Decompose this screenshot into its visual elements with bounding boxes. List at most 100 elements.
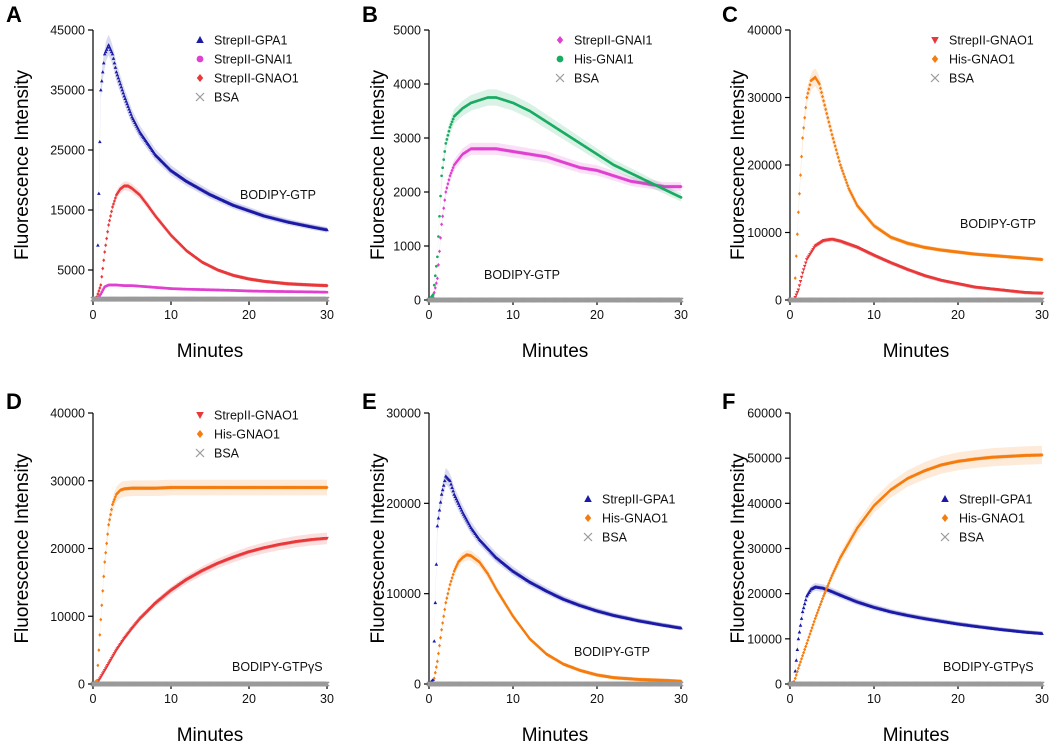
panel-f-letter: F <box>722 389 735 414</box>
panel-a-point <box>149 207 153 212</box>
panel-b-point <box>441 214 445 219</box>
panel-a-series-3 <box>90 296 330 302</box>
panel-d-point <box>111 500 115 504</box>
panel-c-x-tick-label: 10 <box>867 308 881 322</box>
panel-b-point <box>453 161 457 166</box>
panel-a-point <box>98 286 102 290</box>
panel-c-point <box>844 177 848 182</box>
panel-d-point <box>108 517 112 522</box>
panel-a-point <box>127 107 131 111</box>
panel-e-x-tick-label: 0 <box>426 692 433 706</box>
panel-c-point <box>795 232 799 237</box>
panel-d-legend-label: BSA <box>214 447 240 461</box>
panel-a-point <box>192 254 196 259</box>
panel-d-point <box>105 541 109 546</box>
panel-a-point <box>104 243 108 248</box>
panel-d-point <box>104 550 108 555</box>
panel-e-legend-label: StrepII-GPA1 <box>602 493 675 507</box>
panel-a-y-tick-label: 25000 <box>50 144 85 158</box>
panel-f-point <box>793 676 797 681</box>
panel-b-point <box>443 198 447 202</box>
panel-a-point <box>130 186 134 191</box>
panel-e-point <box>436 651 440 656</box>
panel-f-y-tick-label: 50000 <box>747 452 782 466</box>
panel-c-point <box>839 166 843 170</box>
panel-d-point <box>99 617 103 622</box>
panel-d-legend-marker <box>195 448 205 458</box>
panel-c-point <box>843 174 847 179</box>
panel-e-point <box>434 665 438 669</box>
panel-c-y-label: Fluorescence Intensity <box>728 69 749 260</box>
panel-d-y-tick-label: 40000 <box>50 407 85 421</box>
panel-b-point <box>434 281 438 286</box>
panel-a-point <box>96 243 100 247</box>
panel-a-legend: StrepII-GPA1StrepII-GNAI1StrepII-GNAO1BS… <box>195 34 299 105</box>
panel-a-point <box>112 199 116 203</box>
panel-e-point <box>432 639 437 643</box>
panel-b-point <box>464 150 468 155</box>
panel-c-point <box>837 159 841 164</box>
panel-d-point <box>103 560 107 564</box>
panel-d-y-tick-label: 20000 <box>50 542 85 556</box>
panel-f-y-tick-label: 10000 <box>747 632 782 646</box>
panel-f-point <box>797 630 802 634</box>
panel-b-point <box>438 214 441 218</box>
panel-a-point <box>97 191 101 195</box>
panel-e-y-label: Fluorescence Intensity <box>368 453 389 644</box>
panel-a-point <box>100 70 105 74</box>
panel-b-y-tick-label: 5000 <box>393 24 421 38</box>
panel-c-annotation: BODIPY-GTP <box>960 217 1036 231</box>
panel-b-point <box>441 166 445 170</box>
panel-e-x-tick-label: 10 <box>506 692 520 706</box>
panel-c-point <box>825 111 829 116</box>
panel-c-point <box>800 271 805 275</box>
panel-b-point <box>435 276 439 281</box>
panel-a-point <box>103 250 107 254</box>
panel-c-point <box>1039 297 1045 303</box>
panel-a-point <box>102 52 107 56</box>
panel-a-point <box>155 216 159 221</box>
panel-c-point <box>1040 291 1044 296</box>
panel-b-point <box>433 274 437 278</box>
panel-d-series-2 <box>90 681 330 687</box>
panel-a-point <box>150 210 154 214</box>
panel-a-point <box>102 258 106 263</box>
panel-a-legend-label: StrepII-GNAO1 <box>214 72 299 86</box>
panel-c-legend-marker <box>931 55 939 63</box>
panel-a-point <box>98 139 102 144</box>
panel-a-point <box>110 52 115 56</box>
panel-c-x-label: Minutes <box>883 341 950 362</box>
panel-d-x-tick-label: 20 <box>242 692 256 706</box>
panel-b-point <box>449 171 453 175</box>
panel-c-point <box>795 290 800 295</box>
panel-c-series-2 <box>787 297 1045 303</box>
panel-a-point <box>160 222 164 227</box>
panel-e-letter: E <box>362 389 377 414</box>
panel-e-point <box>439 635 443 640</box>
panel-e-point <box>442 614 446 619</box>
panel-c-series-1 <box>788 68 1044 302</box>
panel-f-point <box>798 623 803 627</box>
panel-b-point <box>451 165 455 170</box>
panel-f-legend-label: His-GNAO1 <box>959 512 1025 526</box>
panel-d-point <box>107 522 111 527</box>
panel-d-legend-label: His-GNAO1 <box>214 428 280 442</box>
panel-a-point <box>113 196 117 200</box>
panel-a-point <box>144 200 148 205</box>
panel-d-legend-marker <box>196 412 204 419</box>
panel-f-error-band <box>795 445 1042 679</box>
panel-b-series-2 <box>426 297 684 303</box>
panel-c-point <box>1038 297 1044 303</box>
panel-b-point <box>440 222 444 227</box>
panel-b-legend-label: His-GNAI1 <box>574 53 634 67</box>
panel-b-point <box>677 297 683 303</box>
panel-a-point <box>110 209 114 214</box>
panel-a-point <box>112 61 117 65</box>
panel-c-point <box>821 94 825 99</box>
panel-c-point <box>823 103 827 107</box>
panel-a-point <box>146 203 150 208</box>
panel-c-point <box>802 264 807 269</box>
